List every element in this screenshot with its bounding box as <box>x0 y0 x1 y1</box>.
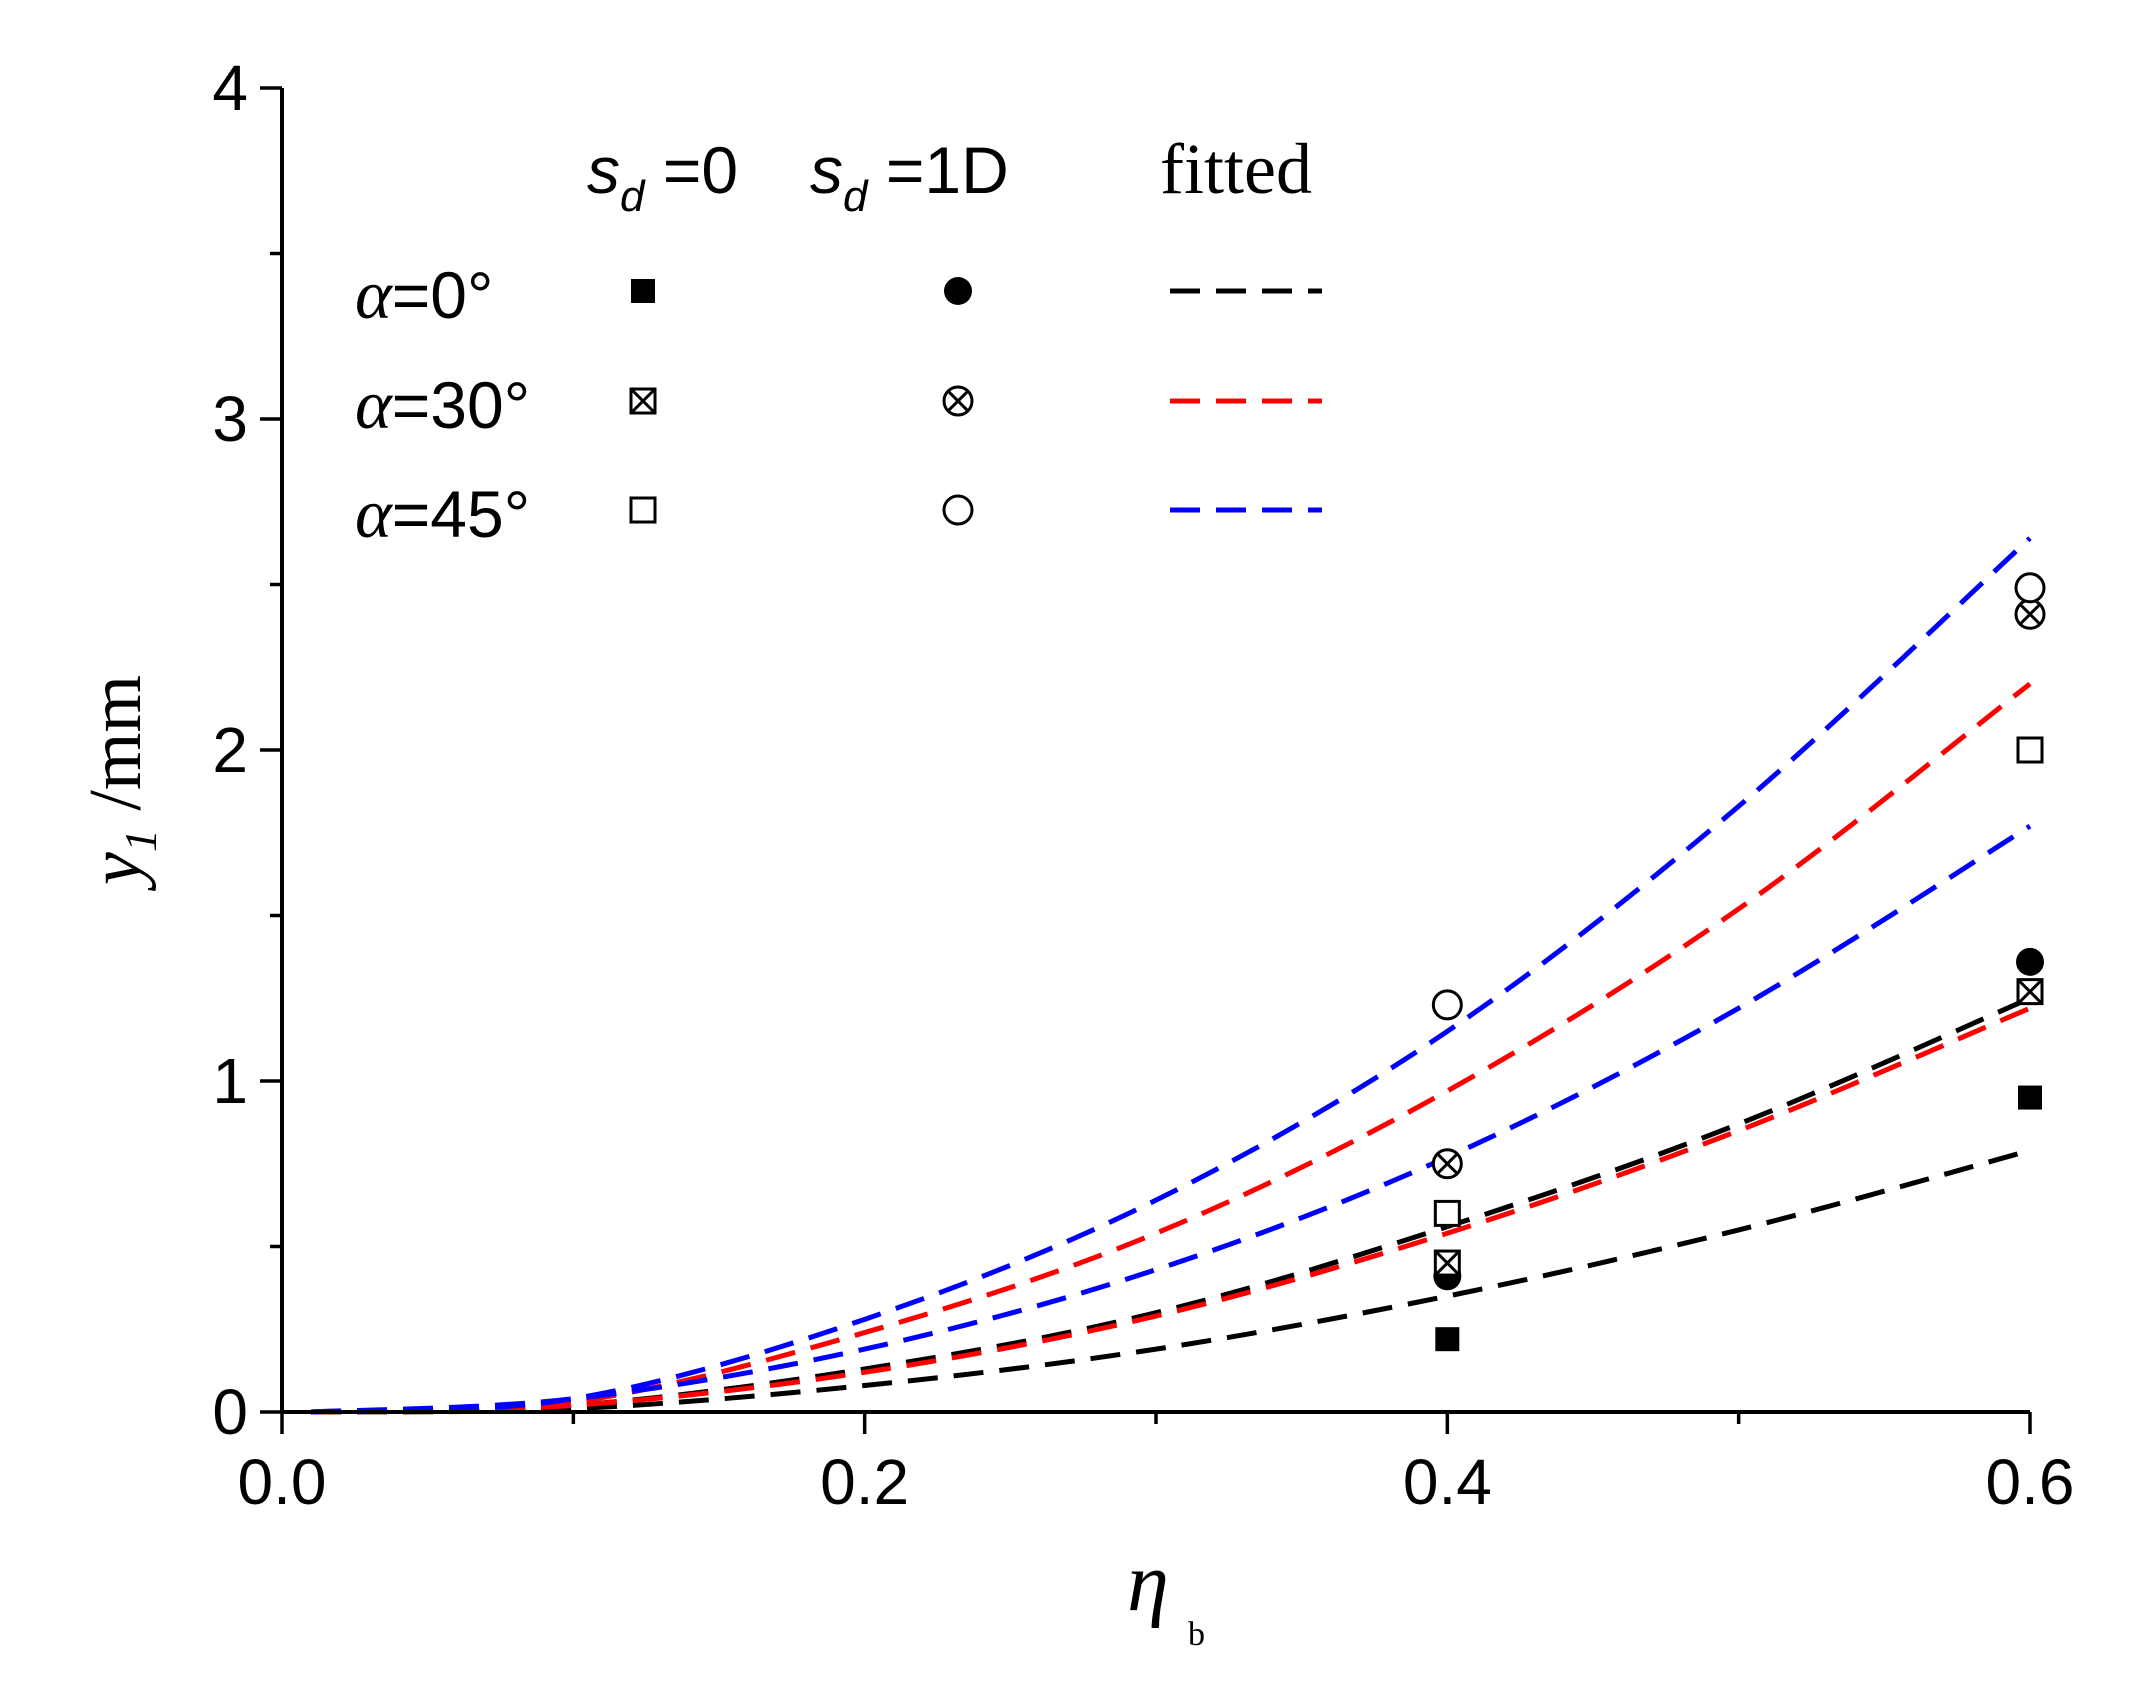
legend-row-alpha-0: α=0° <box>355 257 493 334</box>
marker-cross <box>1436 1152 1459 1175</box>
y-axis-label-var: y <box>75 852 157 892</box>
marker-shape <box>1431 989 1463 1021</box>
y-tick-label: 2 <box>212 714 248 786</box>
marker-cross <box>2016 978 2044 1005</box>
marker-shape <box>631 279 655 303</box>
fitted-curve <box>311 1005 2031 1415</box>
data-point <box>1431 1148 1463 1180</box>
y-tick-label: 0 <box>212 1376 248 1448</box>
y-tick-label: 1 <box>212 1045 248 1117</box>
legend-row-alpha-45: α=45° <box>355 476 530 553</box>
legend-header-sd0: sd =0 <box>587 133 738 221</box>
tick-labels: 0 1 2 3 4 0.0 0.2 0.4 0.6 <box>212 52 2074 1518</box>
data-point <box>2018 1085 2042 1110</box>
y-axis-label: y1 /mm <box>75 675 166 892</box>
marker-shape <box>944 277 972 305</box>
fitted-curves <box>311 536 2032 1415</box>
marker-shape <box>942 494 974 526</box>
legend-header-fitted: fitted <box>1160 129 1312 209</box>
marker-shape <box>629 496 657 524</box>
data-point <box>2016 947 2044 976</box>
data-point <box>2016 978 2044 1006</box>
data-point <box>1431 989 1463 1021</box>
marker-cross <box>629 387 657 415</box>
data-point <box>2014 598 2046 630</box>
legend-marker-sd0 <box>631 279 655 303</box>
marker-cross <box>946 389 970 413</box>
y-tick-label: 3 <box>212 383 248 455</box>
axes <box>260 86 2032 1434</box>
legend-row-alpha-30: α=30° <box>355 367 530 444</box>
data-points <box>1431 572 2046 1352</box>
marker-cross <box>1434 1249 1461 1277</box>
x-tick-label: 0.6 <box>1986 1446 2075 1518</box>
legend-marker-sd1 <box>944 277 972 305</box>
legend-marker-sd1 <box>942 385 974 417</box>
legend-marker-sd0 <box>629 387 657 415</box>
legend-marker-sd0 <box>629 496 657 524</box>
fitted-curve <box>311 536 2032 1415</box>
x-axis-label: η <box>1127 1536 1169 1629</box>
x-tick-label: 0.2 <box>820 1446 909 1518</box>
legend: sd =0 sd =1D fitted α=0° α=30° α=45° <box>355 129 1322 553</box>
fitted-curve <box>311 995 2031 1415</box>
marker-shape <box>2018 1085 2042 1110</box>
y-axis-label-sub: 1 <box>115 829 166 852</box>
legend-marker-sd1 <box>942 494 974 526</box>
marker-shape <box>2014 572 2046 604</box>
marker-shape <box>1433 1199 1461 1227</box>
x-tick-label: 0.0 <box>238 1446 327 1518</box>
marker-shape <box>2016 947 2044 976</box>
y-tick-label: 4 <box>212 52 248 124</box>
legend-header-sd1: sd =1D <box>810 133 1009 221</box>
legend-markers <box>629 277 1322 526</box>
marker-shape <box>2016 736 2044 764</box>
data-point <box>2014 572 2046 604</box>
fitted-curve <box>311 824 2032 1415</box>
fitted-curve <box>311 681 2032 1415</box>
y-axis-label-unit: /mm <box>75 675 157 829</box>
data-point <box>2016 736 2044 764</box>
data-point <box>1433 1249 1461 1277</box>
fitted-curve <box>311 1148 2031 1415</box>
marker-cross <box>2018 603 2042 626</box>
data-point <box>1435 1327 1460 1352</box>
x-axis-label-sub: b <box>1188 1616 1205 1653</box>
x-tick-label: 0.4 <box>1403 1446 1492 1518</box>
marker-shape <box>1435 1327 1460 1352</box>
data-point <box>1433 1199 1461 1227</box>
